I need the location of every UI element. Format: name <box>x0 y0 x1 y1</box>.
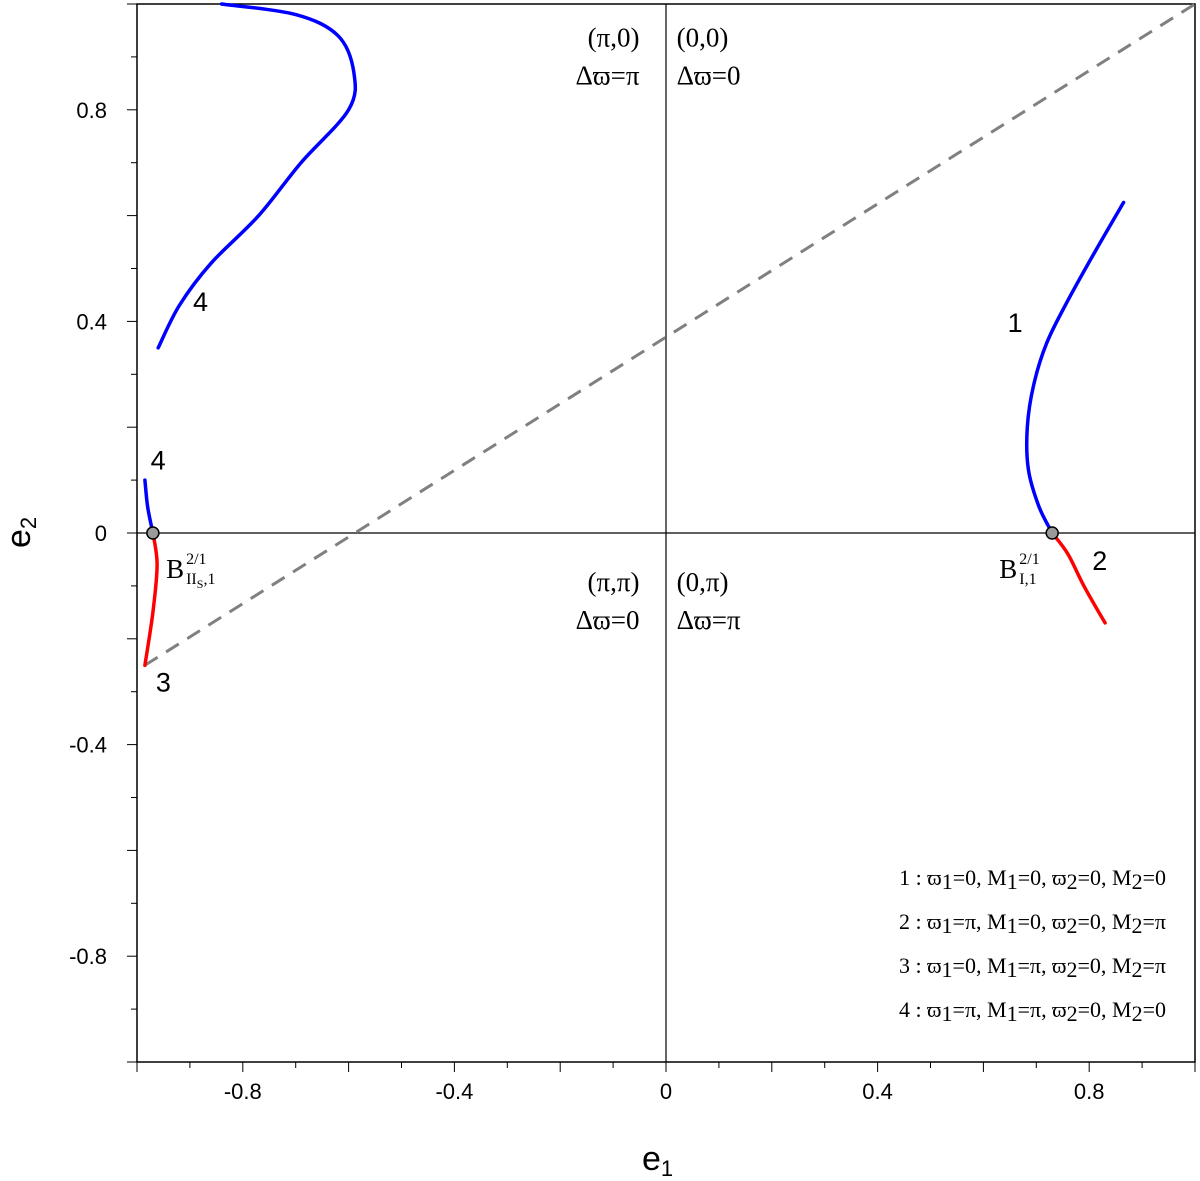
curve-label: 1 <box>1008 308 1023 338</box>
quadrant-label-line2: Δϖ=0 <box>576 605 640 635</box>
legend-entry-4: 4 : ϖ1=π, M1=π, ϖ2=0, M2=0 <box>899 997 1166 1026</box>
curve-labels: 1 2 3 4 4 <box>151 287 1108 698</box>
x-axis-title: e1 <box>642 1140 673 1181</box>
point-label-sub: IIS,1 <box>186 571 215 591</box>
x-tick-label: -0.4 <box>435 1079 473 1104</box>
quadrant-label-line1: (0,0) <box>677 22 729 52</box>
y-tick-label: -0.8 <box>69 944 107 969</box>
dashed-reference-line <box>144 2 1196 667</box>
quadrant-label-line1: (0,π) <box>677 567 729 597</box>
bifurcation-marker <box>146 526 160 540</box>
point-label-sub-main: I,1 <box>1019 571 1036 588</box>
legend: 1 : ϖ1=0, M1=0, ϖ2=0, M2=0 2 : ϖ1=π, M1=0… <box>899 865 1166 1026</box>
y-axis-title-sub: 2 <box>16 517 41 529</box>
y-axis-title-main: e <box>0 529 38 548</box>
point-label-main: B <box>166 554 184 584</box>
y-tick-label: 0.4 <box>76 309 107 334</box>
y-tick-label: 0 <box>95 521 107 546</box>
y-axis-title: e2 <box>0 517 41 548</box>
point-label-sub-main: II <box>186 571 197 588</box>
quadrant-label-line1: (π,0) <box>588 22 640 52</box>
point-label-sup: 2/1 <box>1019 551 1039 568</box>
y-tick-label: 0.8 <box>76 98 107 123</box>
quadrant-label-line2: Δϖ=0 <box>677 60 741 90</box>
zero-axis-lines <box>137 4 1195 1062</box>
y-tick-label: -0.4 <box>69 733 107 758</box>
x-tick-label: -0.8 <box>224 1079 262 1104</box>
curve-4-segment-4 <box>156 2 358 350</box>
curve-3-segment-2 <box>143 531 159 668</box>
curve-label: 4 <box>193 287 208 317</box>
curves-group <box>143 2 1126 668</box>
quadrant-label-line2: Δϖ=π <box>576 60 640 90</box>
x-axis-title-sub: 1 <box>661 1156 673 1181</box>
point-label-main: B <box>999 554 1017 584</box>
point-label-sup: 2/1 <box>186 551 206 568</box>
legend-entry-2: 2 : ϖ1=π, M1=0, ϖ2=0, M2=π <box>899 909 1166 938</box>
x-tick-label: 0.4 <box>862 1079 893 1104</box>
x-tick-label: 0 <box>660 1079 672 1104</box>
legend-entry-3: 3 : ϖ1=0, M1=π, ϖ2=0, M2=π <box>899 953 1166 982</box>
point-label-sub: I,1 <box>1019 571 1036 588</box>
legend-entry-1: 1 : ϖ1=0, M1=0, ϖ2=0, M2=0 <box>899 865 1166 894</box>
curve-label: 2 <box>1092 546 1107 576</box>
dashed-line <box>144 2 1196 667</box>
x-tick-label: 0.8 <box>1074 1079 1105 1104</box>
curve-label: 3 <box>156 668 171 698</box>
point-label-tail: ,1 <box>203 571 215 588</box>
bifurcation-marker <box>1045 526 1059 540</box>
x-axis-title-main: e <box>642 1140 661 1178</box>
quadrant-label-line2: Δϖ=π <box>677 605 741 635</box>
point-label-subsub: S <box>197 577 204 591</box>
axis-ticks: -0.8 -0.4 0 0.4 0.8 0.8 0.4 0 -0.4 -0.8 <box>69 3 1196 1104</box>
quadrant-labels: (π,0) Δϖ=π (0,0) Δϖ=0 (π,π) Δϖ=0 (0,π) Δϖ=π <box>576 22 741 635</box>
curve-4-segment-3 <box>143 478 155 535</box>
curve-1-segment-0 <box>1024 200 1126 535</box>
quadrant-label-line1: (π,π) <box>588 567 640 597</box>
curve-label: 4 <box>151 446 166 476</box>
curve-2-segment-1 <box>1050 531 1107 625</box>
